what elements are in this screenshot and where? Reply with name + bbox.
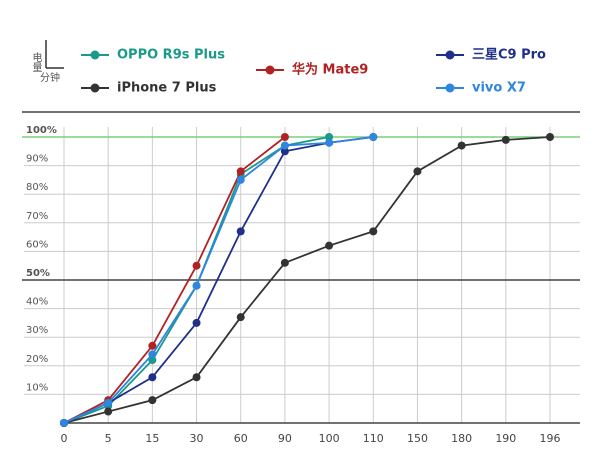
data-point xyxy=(325,138,334,147)
data-point xyxy=(280,141,289,150)
data-point xyxy=(369,133,378,141)
data-point xyxy=(546,133,554,141)
x-tick-label: 15 xyxy=(145,432,159,445)
data-point xyxy=(60,419,68,427)
y-tick-label: 30% xyxy=(26,325,48,336)
x-tick-label: 196 xyxy=(540,432,561,445)
series-line xyxy=(63,136,374,424)
data-point xyxy=(104,398,113,407)
legend-marker xyxy=(90,83,100,93)
series-line xyxy=(63,136,374,424)
data-point xyxy=(192,281,201,290)
data-point xyxy=(192,261,201,270)
x-tick-label: 5 xyxy=(105,432,112,445)
y-tick-label: 20% xyxy=(26,354,48,365)
data-point xyxy=(148,373,157,382)
legend-label: 华为 Mate9 xyxy=(292,62,368,78)
data-point xyxy=(236,227,245,236)
data-point xyxy=(236,167,245,176)
legend-marker xyxy=(90,50,100,60)
y-axis-label: 电量 xyxy=(30,51,42,72)
x-tick-label: 150 xyxy=(407,432,428,445)
data-point xyxy=(148,350,157,359)
legend-label: iPhone 7 Plus xyxy=(117,81,217,96)
data-point xyxy=(280,133,289,141)
data-point xyxy=(501,135,510,144)
x-tick-label: 190 xyxy=(495,432,516,445)
legend-label: vivo X7 xyxy=(472,81,526,96)
x-tick-label: 180 xyxy=(451,432,472,445)
data-point xyxy=(192,373,201,382)
data-point xyxy=(280,258,289,267)
y-tick-label: 80% xyxy=(26,182,48,193)
y-tick-label: 60% xyxy=(26,239,48,250)
data-point xyxy=(325,133,334,141)
series-line xyxy=(63,136,286,424)
y-tick-label: 100% xyxy=(26,125,57,136)
data-point xyxy=(148,396,157,405)
x-tick-label: 60 xyxy=(234,432,248,445)
data-point xyxy=(236,175,245,184)
x-tick-label: 100 xyxy=(319,432,340,445)
y-tick-label: 10% xyxy=(26,382,48,393)
data-point xyxy=(413,167,422,176)
series-line xyxy=(63,136,551,424)
data-point xyxy=(369,227,378,236)
y-tick-label: 50% xyxy=(26,268,50,279)
y-tick-label: 40% xyxy=(26,297,48,308)
data-point xyxy=(148,356,157,365)
legend-label: 三星C9 Pro xyxy=(472,48,546,63)
data-point xyxy=(104,407,113,416)
x-tick-label: 90 xyxy=(278,432,292,445)
legend-marker xyxy=(265,65,275,75)
data-point xyxy=(236,313,245,322)
data-point xyxy=(148,341,157,350)
legend-marker xyxy=(445,83,455,93)
x-tick-label: 110 xyxy=(363,432,384,445)
legend-label: OPPO R9s Plus xyxy=(117,48,225,63)
x-tick-label: 30 xyxy=(190,432,204,445)
data-point xyxy=(325,241,334,250)
x-axis-label: 分钟 xyxy=(40,71,60,84)
legend-marker xyxy=(445,50,455,60)
y-tick-label: 90% xyxy=(26,154,48,165)
y-tick-label: 70% xyxy=(26,211,48,222)
data-point xyxy=(457,141,466,150)
x-tick-label: 0 xyxy=(61,432,68,445)
data-point xyxy=(280,147,289,156)
data-point xyxy=(192,318,201,327)
